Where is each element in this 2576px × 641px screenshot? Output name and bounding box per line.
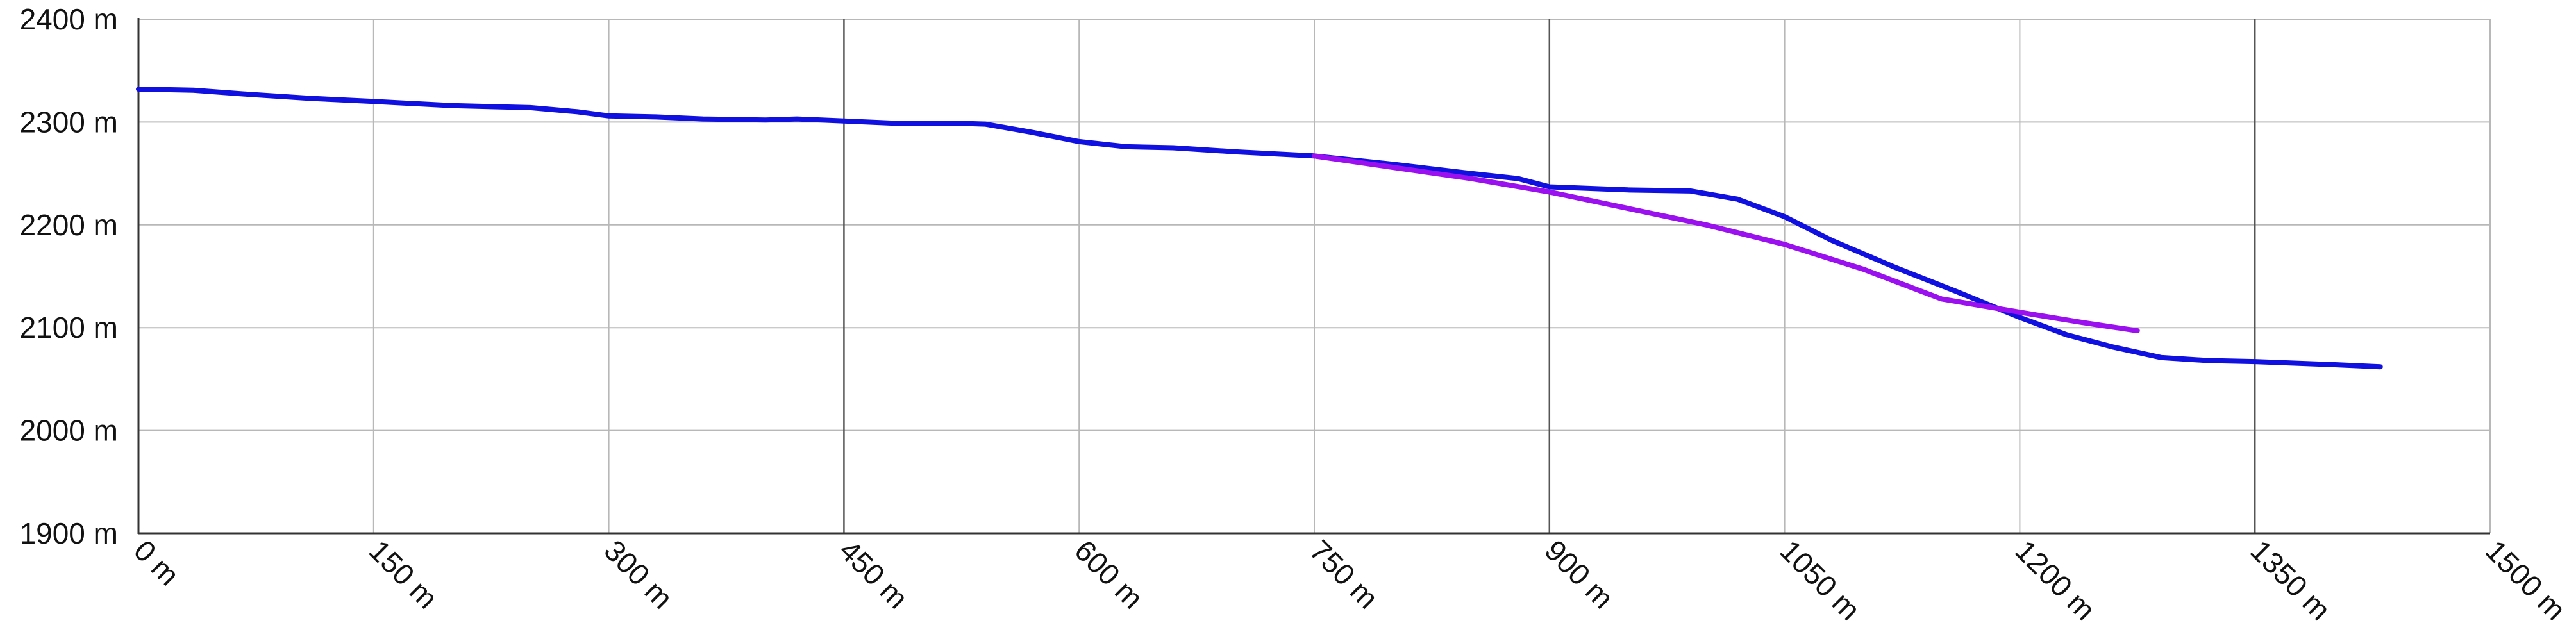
- x-tick-label: 1500 m: [2479, 533, 2572, 626]
- y-tick-label: 1900 m: [20, 517, 118, 550]
- x-tick-label: 450 m: [833, 533, 914, 615]
- y-axis-tick-labels: 1900 m 2000 m 2100 m 2200 m 2300 m 2400 m: [20, 3, 118, 550]
- x-tick-label: 900 m: [1539, 533, 1620, 615]
- x-tick-label: 0 m: [128, 533, 186, 592]
- x-tick-label: 750 m: [1303, 533, 1385, 615]
- y-tick-label: 2200 m: [20, 208, 118, 242]
- x-tick-label: 150 m: [363, 533, 444, 615]
- y-tick-label: 2000 m: [20, 414, 118, 447]
- axes: [137, 18, 2490, 535]
- y-tick-label: 2300 m: [20, 105, 118, 138]
- x-tick-label: 1350 m: [2244, 533, 2337, 626]
- x-tick-label: 600 m: [1068, 533, 1150, 615]
- x-tick-label: 1200 m: [2009, 533, 2102, 626]
- x-axis-tick-labels: 0 m 150 m 300 m 450 m 600 m 750 m 900 m 1050 m 1…: [128, 533, 2572, 626]
- series-line-0: [136, 87, 2383, 370]
- data-series: [136, 87, 2383, 370]
- series-line-1: [1312, 153, 2140, 333]
- x-tick-label: 300 m: [598, 533, 680, 615]
- y-tick-label: 2100 m: [20, 311, 118, 344]
- x-tick-label: 1050 m: [1774, 533, 1867, 626]
- y-tick-label: 2400 m: [20, 3, 118, 36]
- grid-lines: [138, 19, 2491, 533]
